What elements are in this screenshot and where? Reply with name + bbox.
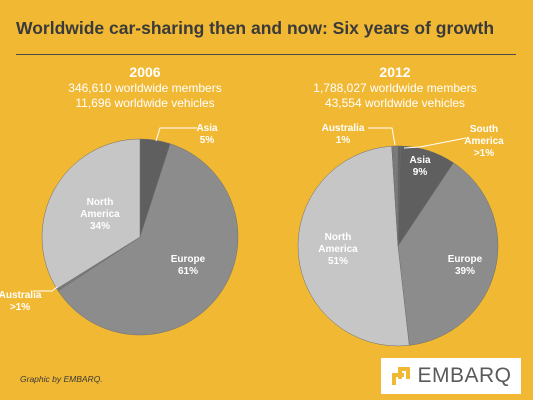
chart-title: Worldwide car-sharing then and now: Six … <box>16 18 495 38</box>
pie-2012-label-asia: Asia 9% <box>409 155 431 178</box>
pie-2012-label-europe: Europe 39% <box>448 254 483 277</box>
pie-2012-label-line: 51% <box>328 256 348 267</box>
pie-2006-label-line: 61% <box>178 266 198 277</box>
pie-2006-label-australia: Australia >1% <box>0 290 42 313</box>
pie-2006-label-north-america: North America 34% <box>80 197 120 232</box>
title-divider <box>16 54 516 55</box>
pie-2012-slice-australia <box>391 145 399 247</box>
pie-2006-slice-europe <box>57 143 239 336</box>
pie-2012-label-north-america: North America 51% <box>318 232 358 267</box>
pie-2006: Asia 5% Europe 61% Australia >1% North America 3… <box>0 123 239 336</box>
pie-2006-label-line: America <box>80 209 120 220</box>
pie-2012-header: 2012 1,788,027 worldwide members 43,554 … <box>295 64 495 111</box>
pie-2006-leader-australia <box>33 286 58 292</box>
pie-2006-vehicles: 11,696 worldwide vehicles <box>75 96 215 110</box>
pie-2012-leader-south-america <box>403 137 467 149</box>
pie-2006-label-europe: Europe 61% <box>171 254 206 277</box>
pie-2006-label-line: Asia <box>196 123 218 134</box>
pie-2012-label-australia: Australia 1% <box>322 123 365 146</box>
pie-2012-year: 2012 <box>379 64 411 80</box>
pie-2006-label-line: Australia <box>0 290 42 301</box>
pie-2012-label-line: America <box>464 136 504 147</box>
pie-2012-label-line: Asia <box>409 155 431 166</box>
pie-2012-label-line: 1% <box>336 135 351 146</box>
pie-2012: South America >1%Asia 9%Europe 39%North Ameri… <box>297 123 504 347</box>
embarq-logo: EMBARQ <box>381 358 521 394</box>
pie-2012-slice-europe <box>397 162 499 346</box>
embarq-logo-text: EMBARQ <box>417 364 512 387</box>
pie-2012-label-line: America <box>318 244 358 255</box>
pie-2012-label-south-america: South America >1% <box>464 124 504 159</box>
pie-2012-leader-australia <box>368 127 396 146</box>
embarq-logo-icon <box>392 367 411 385</box>
pie-2006-label-line: >1% <box>10 302 30 313</box>
pie-2006-label-line: North <box>87 197 114 208</box>
pie-2006-header: 2006 346,610 worldwide members 11,696 wo… <box>45 64 245 111</box>
pie-2012-label-line: North <box>325 232 352 243</box>
pie-2006-label-line: Europe <box>171 254 206 265</box>
pie-2012-label-line: 39% <box>455 266 475 277</box>
pie-2012-label-line: Australia <box>322 123 365 134</box>
pie-2012-label-line: South <box>470 124 498 135</box>
pie-2006-leader-asia <box>155 127 197 142</box>
pie-2006-label-asia: Asia 5% <box>196 123 218 146</box>
pie-2006-year: 2006 <box>129 64 161 80</box>
pie-2012-label-line: >1% <box>474 148 494 159</box>
pie-2006-slice-north-america <box>41 138 141 290</box>
pie-2012-label-line: 9% <box>413 167 428 178</box>
pie-2006-label-line: 5% <box>200 135 215 146</box>
graphic-credit: Graphic by EMBARQ. <box>20 374 103 384</box>
pie-2006-label-line: 34% <box>90 221 110 232</box>
pie-2012-vehicles: 43,554 worldwide vehicles <box>324 96 466 110</box>
pie-2012-members: 1,788,027 worldwide members <box>313 81 477 95</box>
pie-2012-slice-north-america <box>297 145 410 347</box>
pie-2012-label-line: Europe <box>448 254 483 265</box>
pie-2006-members: 346,610 worldwide members <box>68 81 222 95</box>
